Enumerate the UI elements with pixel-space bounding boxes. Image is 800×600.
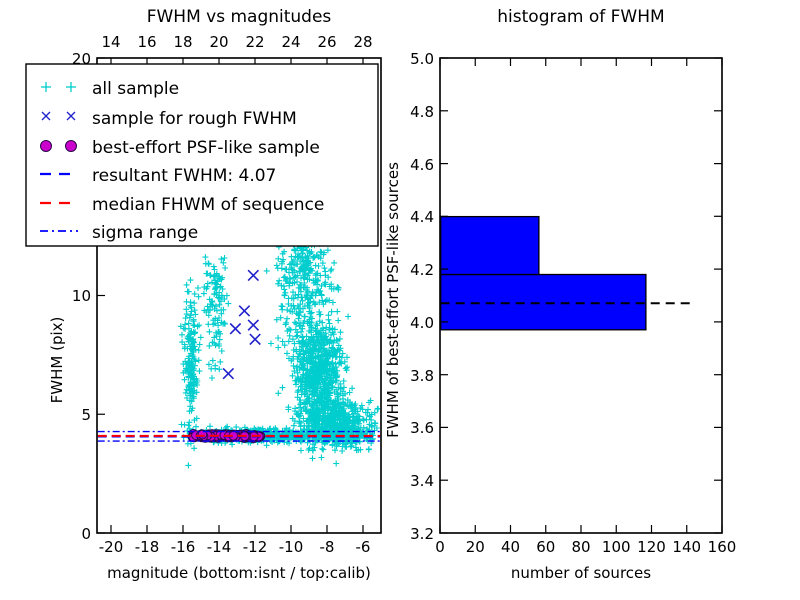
- legend-label: sigma range: [92, 223, 198, 243]
- right-y-tick-label: 4.4: [410, 208, 434, 226]
- right-x-axis: 0 20 40 60 80 100 120 140 160: [435, 58, 736, 556]
- legend-item-median-fhwm[interactable]: median FHWM of sequence: [40, 195, 324, 215]
- circle-icon: [40, 140, 77, 152]
- right-panel-title: histogram of FWHM: [497, 7, 664, 27]
- right-y-tick-label: 4.6: [410, 156, 434, 174]
- rough-sample-markers: [222, 269, 261, 380]
- right-x-tick-label: 0: [435, 538, 445, 556]
- left-top-axis: 14 16 18 20 22 24 26 28: [101, 33, 373, 66]
- right-x-tick-label: 60: [536, 538, 555, 556]
- left-bottom-tick-label: -12: [243, 538, 268, 556]
- right-ylabel: FWHM of best-effort PSF-like sources: [384, 162, 402, 438]
- left-bottom-tick-label: -18: [135, 538, 160, 556]
- left-y-tick-label: 10: [72, 287, 91, 305]
- right-y-tick-label: 4.8: [410, 103, 434, 121]
- cross-icon: [41, 111, 76, 121]
- left-top-tick-label: 20: [209, 33, 228, 51]
- left-top-tick-label: 28: [353, 33, 372, 51]
- left-xlabel: magnitude (bottom:isnt / top:calib): [107, 564, 371, 582]
- histogram-bar: [440, 215, 540, 276]
- left-panel: FWHM vs magnitudes 14 16 18 20: [25, 7, 382, 582]
- left-top-tick-label: 22: [245, 33, 264, 51]
- left-top-tick-label: 18: [173, 33, 192, 51]
- series-sample-for-rough-fwhm: [222, 269, 261, 380]
- legend-item-best-effort-psf-like-sample[interactable]: best-effort PSF-like sample: [40, 138, 320, 158]
- left-y-tick-label: 0: [81, 525, 91, 543]
- right-x-tick-label: 40: [501, 538, 520, 556]
- legend-label: median FHWM of sequence: [92, 195, 324, 215]
- left-bottom-tick-label: -6: [356, 538, 371, 556]
- right-x-tick-label: 120: [637, 538, 666, 556]
- plus-icon: [41, 82, 76, 92]
- legend-item-sigma-range[interactable]: sigma range: [40, 223, 198, 243]
- right-y-tick-label: 3.2: [410, 525, 434, 543]
- right-y-tick-label: 5.0: [410, 50, 434, 68]
- right-y-tick-label: 3.4: [410, 472, 434, 490]
- right-x-tick-label: 140: [672, 538, 701, 556]
- left-ylabel: FWHM (pix): [48, 317, 66, 404]
- right-y-tick-label: 3.8: [410, 367, 434, 385]
- histogram-bars: [440, 215, 647, 331]
- left-bottom-tick-label: -14: [207, 538, 232, 556]
- left-bottom-tick-label: -20: [99, 538, 124, 556]
- right-xlabel: number of sources: [511, 564, 651, 582]
- left-top-tick-label: 24: [281, 33, 300, 51]
- left-bottom-axis: -20 -18 -16 -14 -12 -10 -8 -6: [99, 525, 371, 556]
- legend-box: [25, 63, 379, 247]
- left-bottom-tick-label: -8: [320, 538, 335, 556]
- legend-label: best-effort PSF-like sample: [92, 138, 320, 158]
- left-top-tick-label: 26: [317, 33, 336, 51]
- left-bottom-tick-label: -16: [171, 538, 196, 556]
- right-x-tick-label: 100: [602, 538, 631, 556]
- right-x-tick-label: 80: [571, 538, 590, 556]
- legend-label: sample for rough FWHM: [92, 109, 297, 129]
- right-y-tick-label: 4.0: [410, 314, 434, 332]
- legend-item-resultant-fwhm[interactable]: resultant FWHM: 4.07: [40, 166, 276, 186]
- right-y-axis: 3.2 3.4 3.6 3.8 4.0 4.2 4.4 4.6 4.8 5.0: [410, 50, 722, 543]
- right-y-tick-label: 4.2: [410, 261, 434, 279]
- left-y-tick-label: 5: [81, 406, 91, 424]
- left-panel-title: FWHM vs magnitudes: [147, 7, 332, 27]
- legend-item-sample-for-rough-fwhm[interactable]: sample for rough FWHM: [41, 109, 297, 129]
- left-panel-legend: all sample sample for rough FWHM: [25, 63, 379, 247]
- histogram-bar: [440, 273, 647, 331]
- right-x-tick-label: 160: [708, 538, 737, 556]
- left-top-tick-label: 14: [101, 33, 120, 51]
- left-bottom-tick-label: -10: [279, 538, 304, 556]
- right-panel: histogram of FWHM: [384, 7, 736, 582]
- right-y-tick-label: 3.6: [410, 419, 434, 437]
- legend-label: all sample: [92, 79, 179, 99]
- legend-item-all-sample[interactable]: all sample: [41, 79, 179, 99]
- right-x-tick-label: 20: [466, 538, 485, 556]
- left-top-tick-label: 16: [137, 33, 156, 51]
- legend-label: resultant FWHM: 4.07: [92, 166, 276, 186]
